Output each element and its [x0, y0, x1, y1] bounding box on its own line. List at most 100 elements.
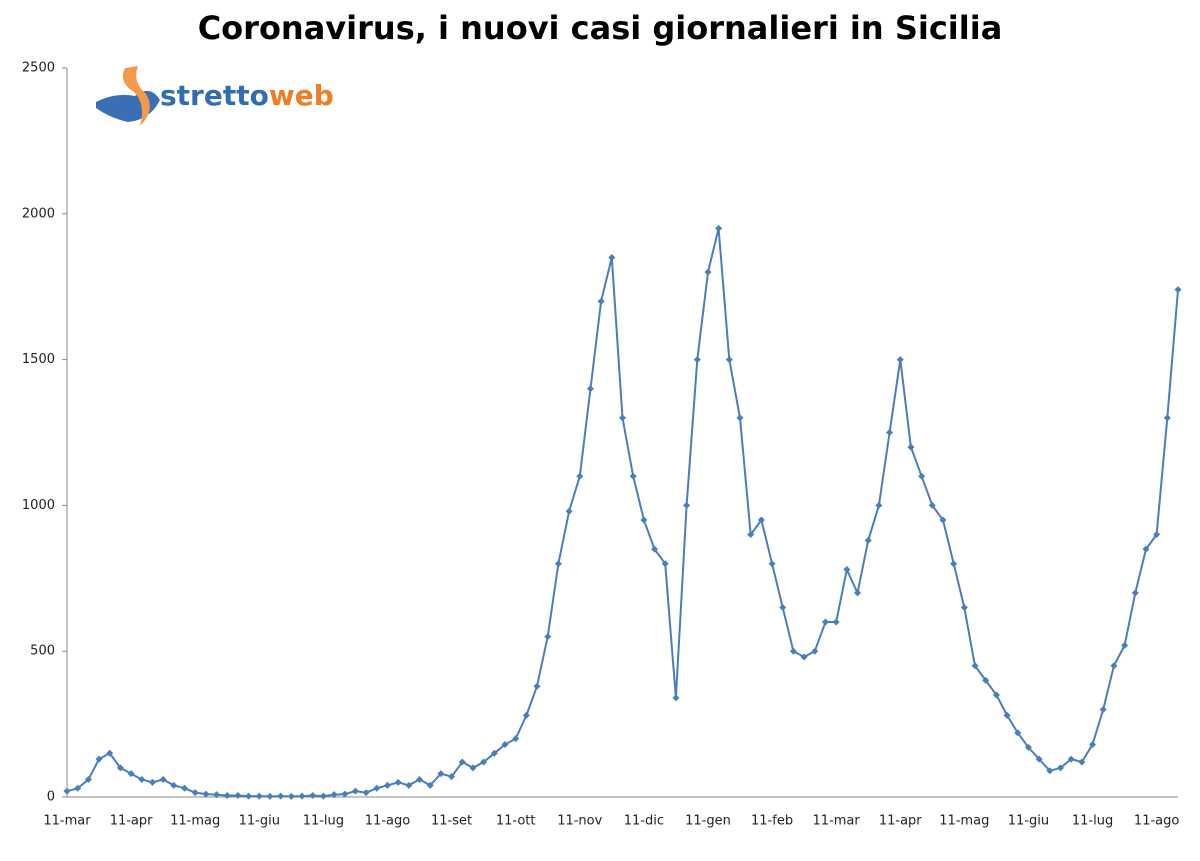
point-marker: [544, 633, 552, 641]
point-marker: [1046, 767, 1054, 775]
point-marker: [426, 781, 434, 789]
point-marker: [480, 758, 488, 766]
x-tick-label: 11-mag: [170, 814, 220, 829]
point-marker: [533, 682, 541, 690]
point-marker: [960, 603, 968, 611]
point-marker: [362, 789, 370, 797]
point-marker: [651, 545, 659, 553]
point-marker: [1153, 531, 1161, 539]
point-marker: [832, 618, 840, 626]
x-tick-label: 11-gen: [685, 814, 731, 829]
point-marker: [811, 647, 819, 655]
point-marker: [640, 516, 648, 524]
x-tick-label: 11-ott: [496, 814, 536, 829]
point-marker: [266, 792, 274, 800]
point-marker: [715, 224, 723, 232]
point-marker: [330, 791, 338, 799]
point-marker: [245, 792, 253, 800]
point-marker: [875, 501, 883, 509]
point-marker: [1089, 741, 1097, 749]
point-marker: [383, 781, 391, 789]
point-marker: [223, 792, 231, 800]
point-marker: [437, 770, 445, 778]
point-marker: [106, 749, 114, 757]
point-marker: [939, 516, 947, 524]
point-marker: [896, 356, 904, 364]
point-marker: [1078, 758, 1086, 766]
point-marker: [373, 784, 381, 792]
point-marker: [982, 676, 990, 684]
x-tick-label: 11-dic: [624, 814, 664, 829]
point-marker: [159, 776, 167, 784]
point-marker: [661, 560, 669, 568]
point-marker: [736, 414, 744, 422]
point-marker: [469, 764, 477, 772]
point-marker: [1024, 743, 1032, 751]
point-marker: [576, 472, 584, 480]
point-marker: [298, 792, 306, 800]
point-marker: [768, 560, 776, 568]
point-marker: [992, 691, 1000, 699]
point-marker: [1142, 545, 1150, 553]
point-marker: [907, 443, 915, 451]
point-marker: [864, 536, 872, 544]
point-marker: [202, 790, 210, 798]
point-marker: [1099, 706, 1107, 714]
x-tick-label: 11-nov: [557, 814, 602, 829]
logo-icon: [96, 90, 160, 122]
point-marker: [127, 770, 135, 778]
chart-title: Coronavirus, i nuovi casi giornalieri in…: [198, 9, 1003, 47]
point-marker: [319, 792, 327, 800]
point-marker: [1110, 662, 1118, 670]
point-marker: [148, 778, 156, 786]
logo-text: strettoweb: [160, 79, 334, 112]
point-marker: [597, 297, 605, 305]
logo-icon: [122, 66, 150, 126]
x-tick-label: 11-apr: [110, 814, 153, 829]
x-tick-label: 11-mar: [813, 814, 861, 829]
point-marker: [629, 472, 637, 480]
point-marker: [1003, 711, 1011, 719]
point-marker: [779, 603, 787, 611]
point-marker: [821, 618, 829, 626]
x-tick-label: 11-giu: [1008, 814, 1049, 829]
point-marker: [1174, 286, 1182, 294]
point-marker: [725, 356, 733, 364]
y-tick-label: 1500: [22, 352, 55, 367]
point-marker: [394, 778, 402, 786]
point-marker: [309, 792, 317, 800]
point-marker: [1131, 589, 1139, 597]
point-marker: [138, 776, 146, 784]
point-marker: [757, 516, 765, 524]
point-marker: [704, 268, 712, 276]
point-marker: [789, 647, 797, 655]
point-marker: [405, 781, 413, 789]
point-marker: [843, 566, 851, 574]
point-marker: [416, 776, 424, 784]
series-line: [66, 228, 1179, 798]
point-marker: [1035, 755, 1043, 763]
point-marker: [1056, 764, 1064, 772]
x-tick-label: 11-mar: [43, 814, 91, 829]
x-tick-label: 11-mag: [939, 814, 989, 829]
point-marker: [1163, 414, 1171, 422]
point-marker: [63, 787, 71, 795]
x-tick-label: 11-lug: [303, 814, 344, 829]
point-marker: [747, 531, 755, 539]
point-marker: [95, 755, 103, 763]
point-marker: [287, 792, 295, 800]
point-marker: [234, 792, 242, 800]
x-tick-label: 11-lug: [1072, 814, 1113, 829]
point-marker: [672, 694, 680, 702]
point-marker: [351, 787, 359, 795]
point-marker: [181, 784, 189, 792]
x-tick-label: 11-giu: [239, 814, 280, 829]
point-marker: [886, 429, 894, 436]
point-marker: [490, 749, 498, 757]
point-marker: [255, 792, 263, 800]
point-marker: [918, 472, 926, 480]
point-marker: [1121, 641, 1129, 649]
x-tick-label: 11-apr: [879, 814, 922, 829]
point-marker: [74, 784, 82, 792]
